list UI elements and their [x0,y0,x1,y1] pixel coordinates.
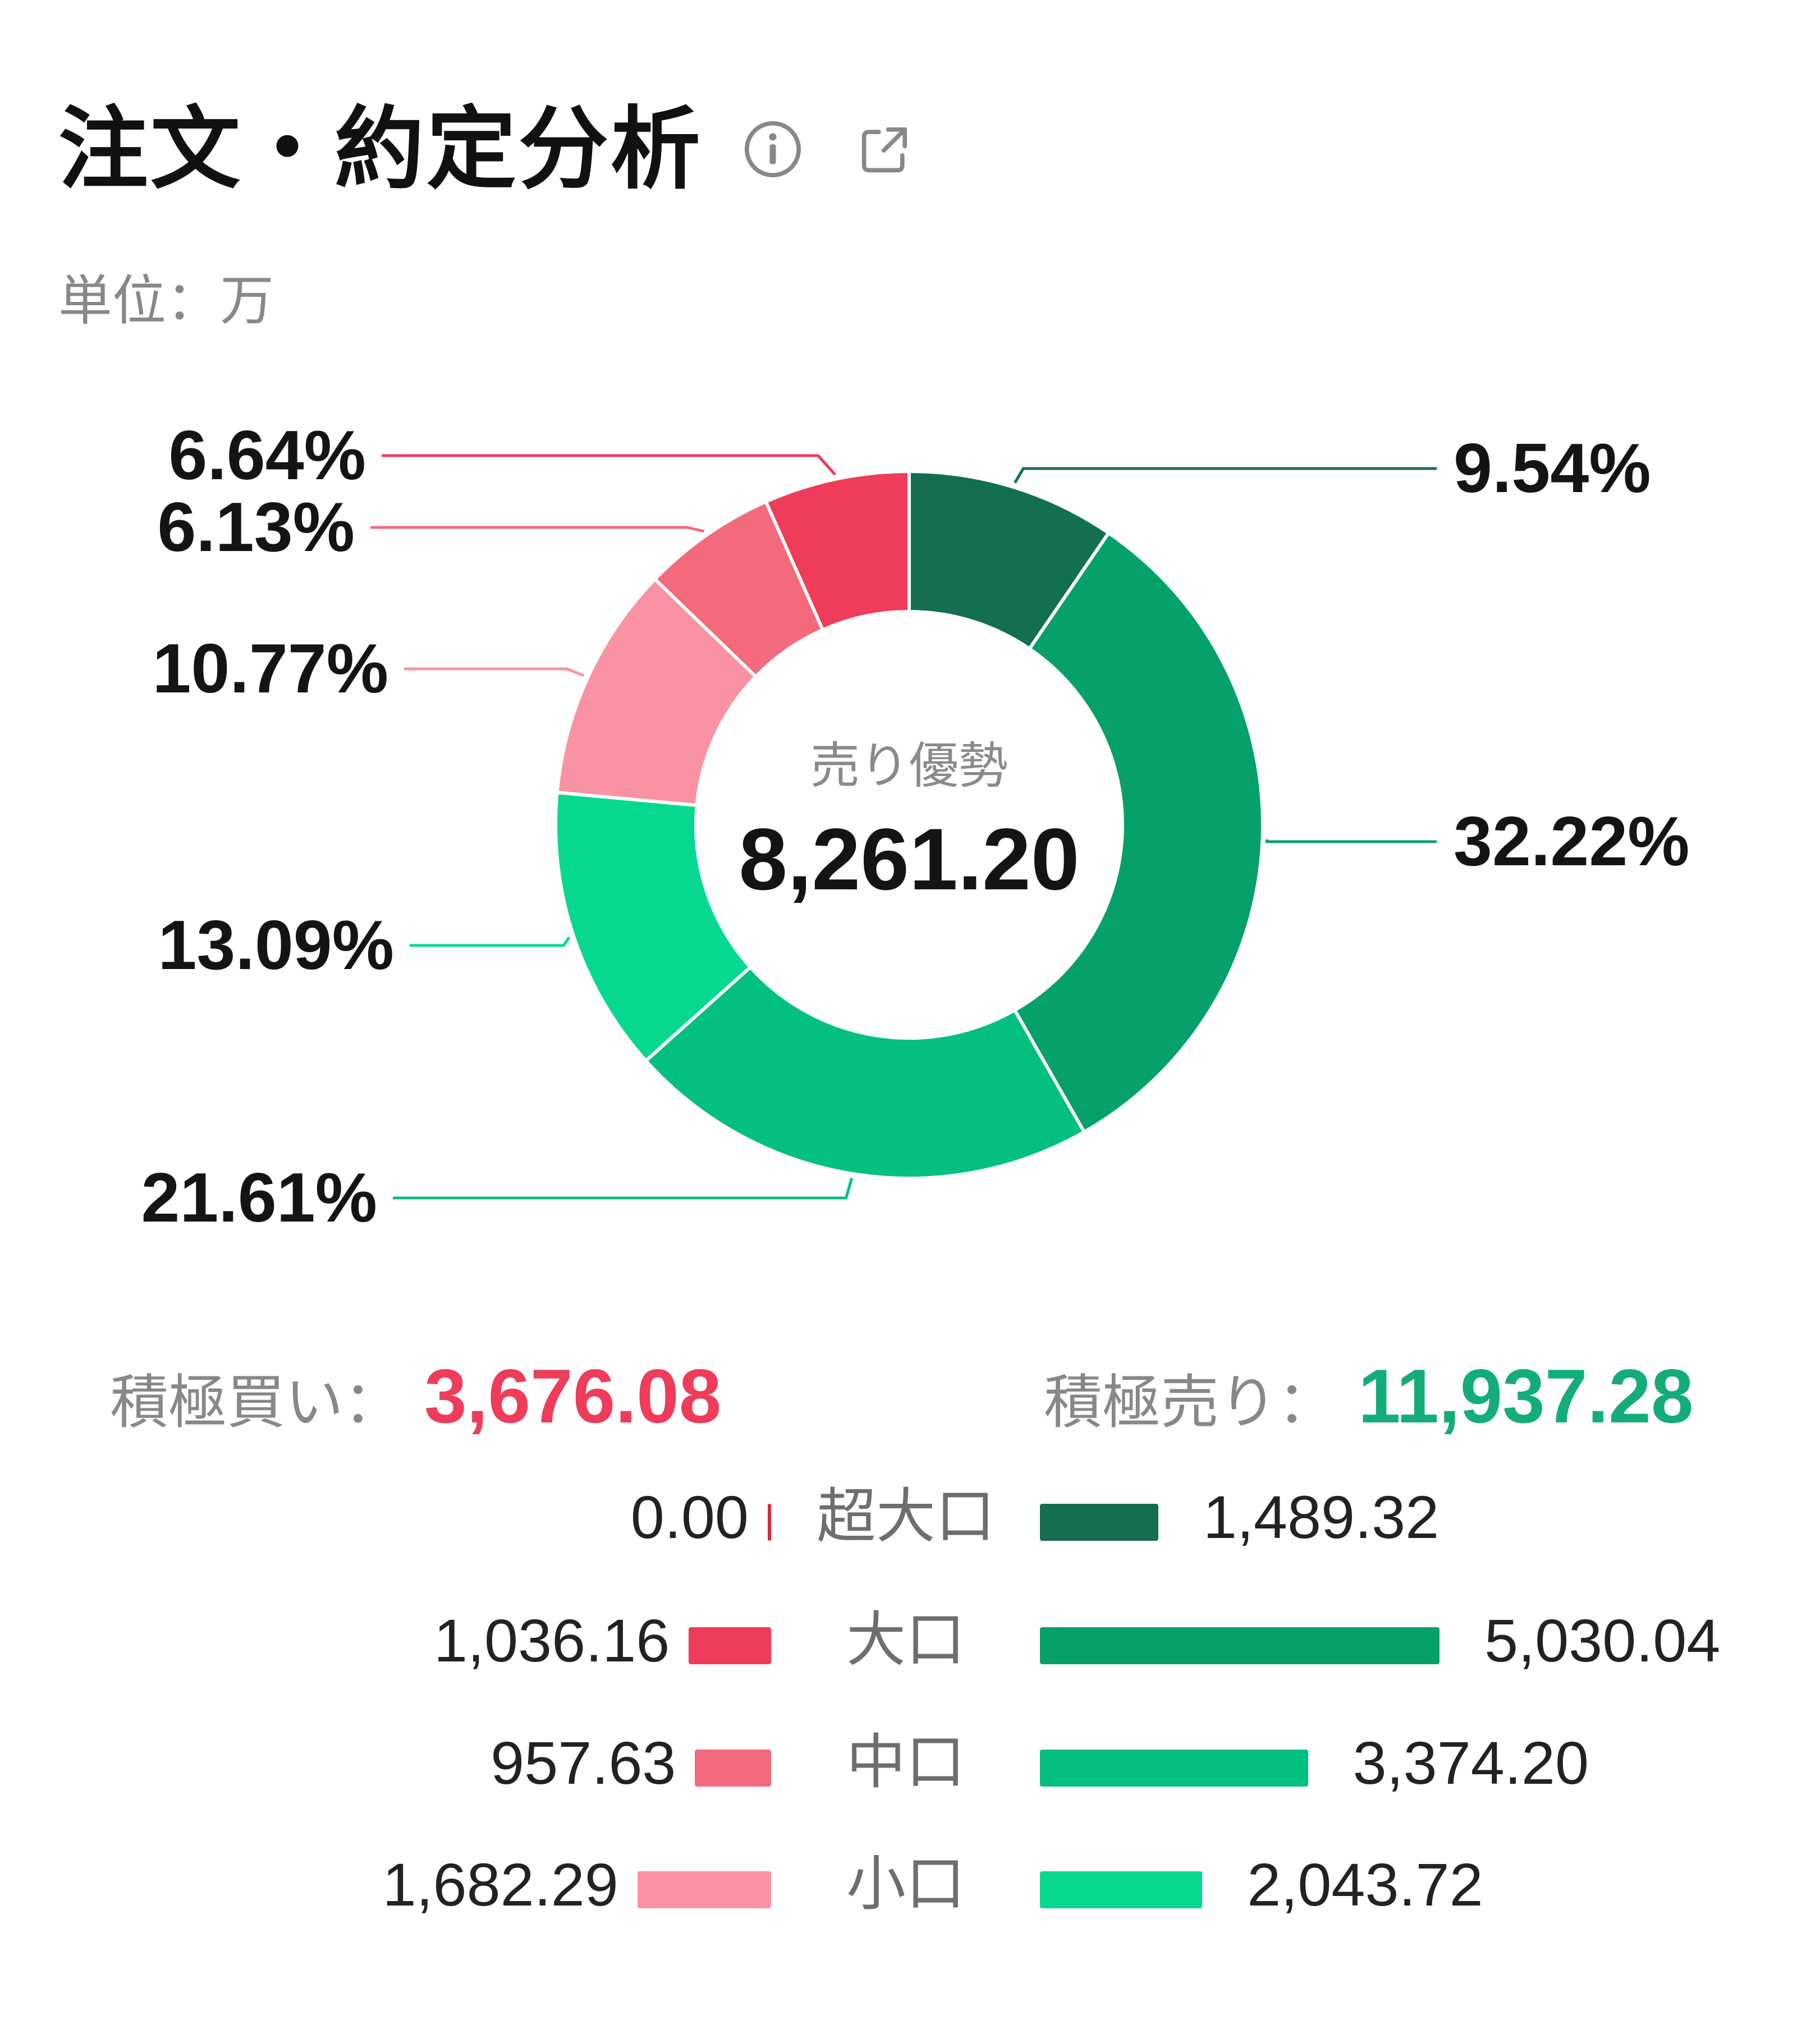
sell-bar [1040,1871,1203,1908]
buy-value: 0.00 [630,1483,749,1551]
buy-bar [689,1627,771,1664]
category-label: 大口 [846,1605,965,1674]
donut-chart: 9.54%32.22%21.61%13.09%10.77%6.13%6.64% … [141,417,1690,1237]
center-value: 8,261.20 [739,811,1079,908]
sell-value: 1,489.32 [1203,1483,1440,1551]
buy-bar [637,1871,771,1908]
page-title: 注文・約定分析 [58,97,703,201]
buy-total-label: 積極買い： [110,1368,402,1436]
breakdown-row: 957.63 中口 3,374.20 [0,1727,1820,1800]
sell-bar [1040,1750,1308,1787]
slice-percent-label: 6.64% [168,417,366,494]
category-label: 中口 [846,1728,965,1797]
sell-value: 5,030.04 [1484,1606,1721,1674]
sell-value: 2,043.72 [1247,1851,1483,1918]
category-label: 超大口 [817,1482,995,1551]
leader-line [370,526,705,533]
sell-bar [1040,1627,1440,1664]
donut-slice [643,965,1087,1180]
buy-bar [768,1504,771,1541]
leader-line [382,454,836,476]
leader-line [404,667,585,677]
slice-percent-label: 10.77% [152,630,388,708]
breakdown-row: 0.00 超大口 1,489.32 [0,1481,1820,1554]
buy-value: 957.63 [490,1729,676,1797]
slice-percent-label: 21.61% [141,1159,377,1237]
slice-percent-label: 13.09% [158,907,394,984]
breakdown-row: 1,682.29 小口 2,043.72 [0,1849,1820,1922]
unit-label: 単位：万 [58,269,274,332]
leader-line [1265,839,1437,843]
header: 注文・約定分析 [58,104,916,194]
center-label: 売り優勢 [810,737,1008,795]
leader-line [393,1178,854,1200]
donut-slice [554,791,753,1063]
buy-total-value: 3,676.08 [424,1353,722,1439]
sell-bar [1040,1504,1158,1541]
buy-value: 1,682.29 [382,1851,618,1918]
slice-percent-label: 9.54% [1454,430,1651,507]
donut-slice [555,576,759,807]
category-label: 小口 [846,1849,965,1918]
sell-total: 積極売り： 11,937.28 [1044,1352,1694,1439]
donut-slice [1012,530,1264,1135]
sell-total-value: 11,937.28 [1358,1353,1694,1439]
sell-total-label: 積極売り： [1044,1368,1336,1436]
breakdown-row: 1,036.16 大口 5,030.04 [0,1605,1820,1678]
share-icon[interactable] [854,118,916,180]
slice-percent-label: 6.13% [157,489,355,566]
sell-value: 3,374.20 [1353,1729,1589,1797]
buy-value: 1,036.16 [433,1606,670,1674]
info-icon[interactable] [742,118,804,180]
buy-bar [695,1750,771,1787]
donut-slice [763,469,911,632]
leader-line [410,936,571,947]
buy-total: 積極買い： 3,676.08 [110,1352,721,1439]
leader-line [1014,467,1437,484]
slice-percent-label: 32.22% [1454,803,1690,880]
